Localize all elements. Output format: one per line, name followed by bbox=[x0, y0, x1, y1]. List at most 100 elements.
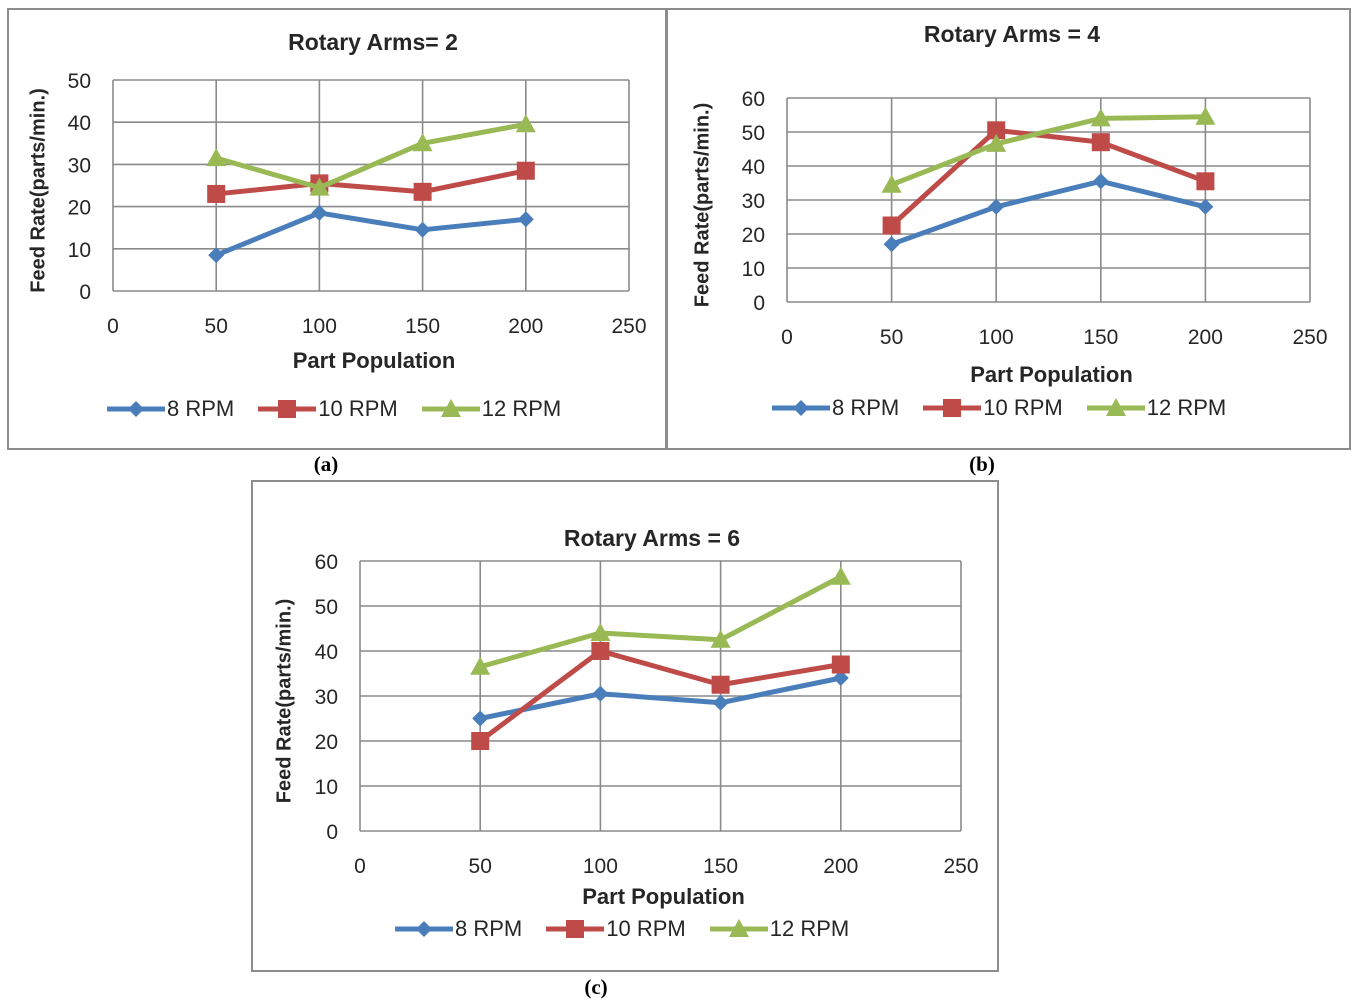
legend-marker bbox=[1105, 398, 1126, 416]
data-point bbox=[471, 732, 490, 750]
data-point bbox=[472, 710, 489, 727]
legend-swatch bbox=[395, 921, 453, 937]
y-tick-label: 0 bbox=[753, 292, 765, 315]
legend-item: 10 RPM bbox=[258, 396, 398, 422]
x-tick-label: 50 bbox=[880, 326, 903, 349]
x-tick-label: 150 bbox=[1083, 326, 1118, 349]
x-tick-label: 200 bbox=[1188, 326, 1223, 349]
legend-swatch bbox=[421, 399, 480, 417]
data-point bbox=[1196, 172, 1215, 191]
legend-marker bbox=[440, 399, 461, 417]
y-tick-label: 40 bbox=[742, 156, 765, 179]
legend-b: 8 RPM 10 RPM 12 RPM bbox=[772, 395, 1250, 421]
y-tick-label: 50 bbox=[742, 122, 765, 145]
legend-item: 12 RPM bbox=[421, 396, 562, 422]
legend-marker bbox=[793, 400, 809, 416]
series-8-rpm bbox=[472, 670, 849, 727]
series-line bbox=[890, 178, 1206, 247]
data-point bbox=[517, 211, 534, 228]
chart-panel-a: 0 10 20 30 40 50 0 50 100 150 200 250 Rotary Arms= 2… bbox=[7, 8, 667, 450]
chart-panel-b: 0 10 20 30 40 50 60 0 50 100 150 200 250 Rotary Arms … bbox=[666, 8, 1351, 450]
x-tick-label: 200 bbox=[508, 315, 543, 338]
x-tick-label: 0 bbox=[781, 326, 793, 349]
x-tick-label: 250 bbox=[1292, 326, 1327, 349]
legend-item: 10 RPM bbox=[546, 916, 686, 942]
series-8-rpm bbox=[883, 173, 1214, 253]
series-line bbox=[215, 121, 527, 191]
legend-label: 10 RPM bbox=[318, 396, 398, 421]
y-tick-label: 10 bbox=[742, 258, 765, 281]
y-tick-label: 10 bbox=[315, 776, 338, 799]
x-axis-label: Part Population bbox=[293, 348, 456, 373]
chart-title: Rotary Arms = 6 bbox=[564, 525, 740, 551]
y-tick-label: 50 bbox=[68, 70, 91, 93]
legend-a: 8 RPM 10 RPM 12 RPM bbox=[107, 396, 585, 422]
y-axis-label: Feed Rate(parts/min.) bbox=[27, 88, 49, 292]
data-point bbox=[1195, 106, 1216, 125]
y-tick-label: 30 bbox=[68, 154, 91, 177]
x-tick-label: 100 bbox=[979, 326, 1014, 349]
x-axis-label: Part Population bbox=[582, 884, 745, 909]
legend-item: 8 RPM bbox=[772, 395, 899, 421]
y-tick-label: 30 bbox=[742, 190, 765, 213]
data-point bbox=[986, 133, 1007, 152]
legend-swatch bbox=[709, 919, 768, 937]
y-tick-label: 0 bbox=[79, 281, 91, 304]
data-point bbox=[412, 133, 433, 152]
y-tick-label: 0 bbox=[326, 821, 338, 844]
data-point bbox=[309, 177, 330, 196]
legend-label: 8 RPM bbox=[455, 916, 523, 941]
series-line bbox=[889, 127, 1207, 228]
legend-marker bbox=[728, 919, 749, 937]
y-tick-label: 30 bbox=[315, 686, 338, 709]
y-tick-label: 40 bbox=[68, 112, 91, 135]
x-tick-label: 150 bbox=[405, 315, 440, 338]
x-tick-label: 200 bbox=[823, 855, 858, 878]
series-line bbox=[479, 675, 842, 721]
data-point bbox=[414, 221, 431, 238]
chart-c: 0 10 20 30 40 50 60 0 50 100 150 200 250 Rotary Arms … bbox=[273, 525, 978, 909]
y-tick-label: 50 bbox=[315, 596, 338, 619]
legend-item: 8 RPM bbox=[107, 396, 234, 422]
legend-item: 12 RPM bbox=[709, 916, 849, 942]
legend-swatch bbox=[546, 920, 605, 938]
x-tick-label: 100 bbox=[302, 315, 337, 338]
legend-marker bbox=[416, 921, 432, 937]
data-point bbox=[1092, 173, 1109, 190]
data-point bbox=[591, 642, 610, 660]
x-tick-label: 50 bbox=[469, 855, 492, 878]
data-point bbox=[516, 161, 535, 180]
x-tick-label: 50 bbox=[205, 315, 228, 338]
y-tick-label: 20 bbox=[68, 197, 91, 220]
y-tick-label: 60 bbox=[315, 551, 338, 574]
legend-item: 8 RPM bbox=[395, 916, 522, 942]
legend-swatch bbox=[107, 401, 165, 417]
data-point bbox=[1090, 108, 1111, 127]
series-line bbox=[890, 114, 1206, 188]
data-point bbox=[311, 204, 328, 221]
series-12-rpm bbox=[470, 566, 851, 675]
legend-swatch bbox=[1086, 398, 1145, 416]
data-point bbox=[1091, 133, 1110, 152]
grid bbox=[359, 560, 962, 832]
legend-marker bbox=[128, 401, 144, 417]
chart-a: 0 10 20 30 40 50 0 50 100 150 200 250 Rotary Arms= 2… bbox=[27, 29, 646, 373]
legend-item: 12 RPM bbox=[1086, 395, 1227, 421]
data-point bbox=[590, 623, 611, 641]
series-12-rpm bbox=[881, 106, 1216, 193]
x-tick-label: 250 bbox=[943, 855, 978, 878]
legend-item: 10 RPM bbox=[923, 395, 1063, 421]
data-point bbox=[883, 236, 900, 253]
series-12-rpm bbox=[206, 114, 536, 196]
data-point bbox=[1197, 198, 1214, 215]
y-axis-label: Feed Rate(parts/min.) bbox=[273, 599, 295, 803]
legend-label: 12 RPM bbox=[1146, 395, 1227, 420]
legend-swatch bbox=[258, 400, 317, 418]
y-tick-label: 20 bbox=[315, 731, 338, 754]
data-point bbox=[208, 247, 225, 264]
legend-label: 12 RPM bbox=[481, 396, 562, 421]
data-point bbox=[470, 656, 491, 675]
series-line bbox=[479, 574, 842, 670]
data-point bbox=[413, 182, 432, 201]
chart-panel-c: 0 10 20 30 40 50 60 0 50 100 150 200 250 Rotary Arms … bbox=[251, 480, 999, 972]
